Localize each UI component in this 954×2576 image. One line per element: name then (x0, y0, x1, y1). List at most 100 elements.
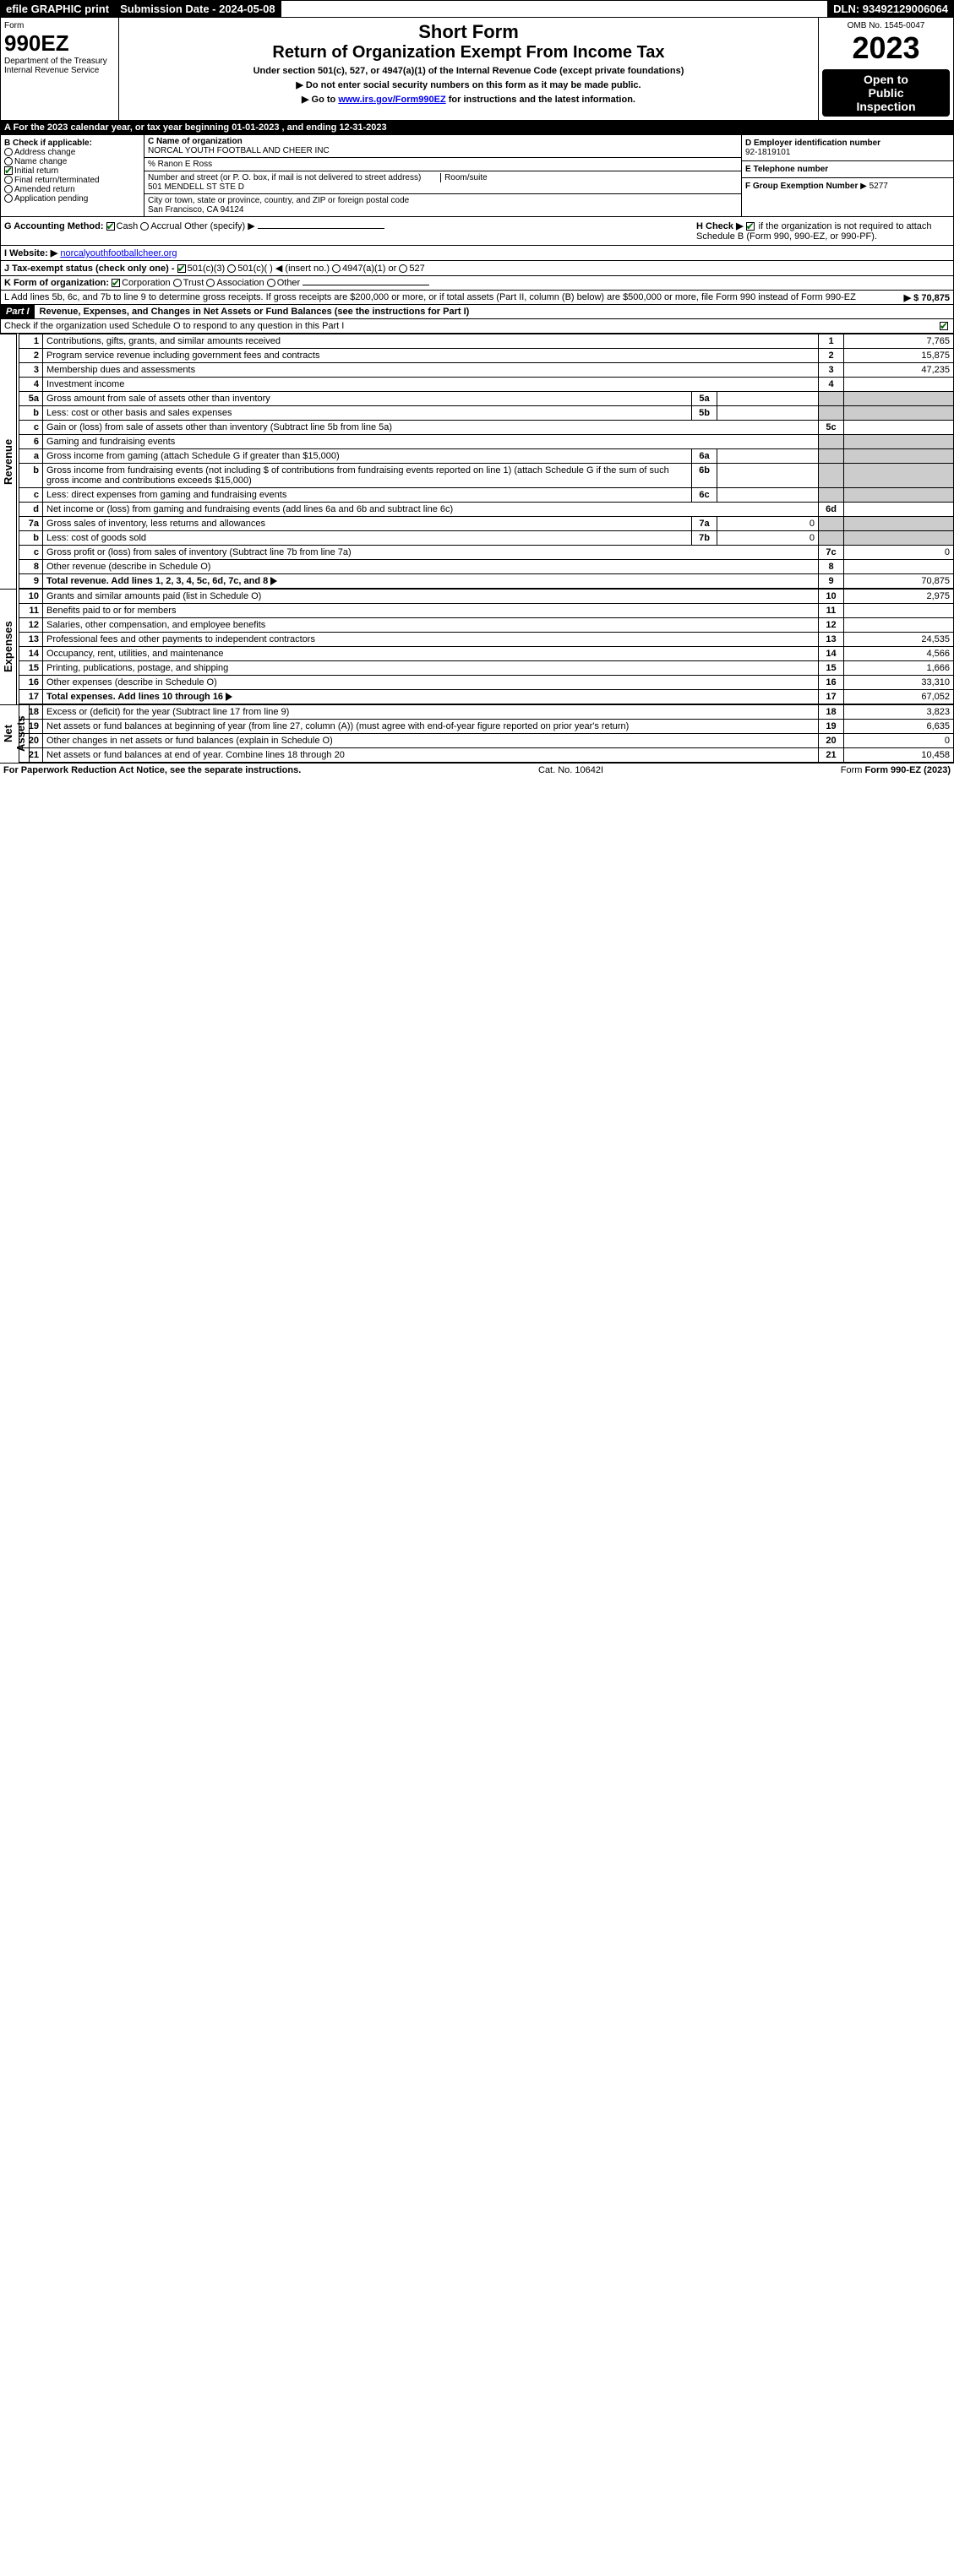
open-public-box: Open to Public Inspection (822, 69, 950, 117)
efile-label: efile GRAPHIC print (1, 1, 115, 17)
topbar-spacer (281, 1, 829, 17)
row-16: 16Other expenses (describe in Schedule O… (19, 676, 954, 690)
c-label: C Name of organization (148, 137, 243, 146)
chk-name[interactable]: Name change (4, 157, 140, 166)
title-main: Return of Organization Exempt From Incom… (126, 43, 811, 62)
tax-year: 2023 (822, 30, 950, 66)
row-5c: cGain or (loss) from sale of assets othe… (19, 421, 954, 435)
line-h: H Check ▶ if the organization is not req… (696, 220, 950, 242)
chk-other-org[interactable] (267, 279, 275, 287)
row-6d: dNet income or (loss) from gaming and fu… (19, 503, 954, 517)
chk-schedule-o[interactable] (940, 322, 948, 330)
e-label: E Telephone number (745, 165, 828, 174)
form-word: Form (4, 21, 115, 30)
row-17: 17Total expenses. Add lines 10 through 1… (19, 690, 954, 704)
box-b-title: B Check if applicable: (4, 139, 140, 148)
line-gh: G Accounting Method: Cash Accrual Other … (0, 217, 954, 246)
header-left: Form 990EZ Department of the Treasury In… (1, 18, 119, 120)
header-right: OMB No. 1545-0047 2023 Open to Public In… (818, 18, 953, 120)
row-15: 15Printing, publications, postage, and s… (19, 661, 954, 676)
top-bar: efile GRAPHIC print Submission Date - 20… (0, 0, 954, 18)
chk-501c[interactable] (227, 264, 236, 273)
chk-h[interactable] (746, 222, 755, 231)
irs-link[interactable]: www.irs.gov/Form990EZ (338, 95, 445, 105)
g-label: G Accounting Method: (4, 221, 104, 231)
chk-corp[interactable] (112, 279, 120, 287)
submission-date: Submission Date - 2024-05-08 (115, 1, 281, 17)
row-20: 20Other changes in net assets or fund ba… (19, 734, 954, 748)
open-l3: Inspection (826, 100, 946, 113)
vlabel-revenue: Revenue (0, 334, 17, 589)
box-b: B Check if applicable: Address change Na… (1, 135, 144, 216)
line-k: K Form of organization: Corporation Trus… (0, 276, 954, 291)
website-link[interactable]: norcalyouthfootballcheer.org (60, 248, 177, 258)
row-6b: bGross income from fundraising events (n… (19, 464, 954, 488)
ein-value: 92-1819101 (745, 148, 790, 157)
footer-mid: Cat. No. 10642I (538, 765, 603, 775)
part1-checknote: Check if the organization used Schedule … (0, 319, 954, 334)
city-label: City or town, state or province, country… (148, 196, 409, 205)
line-i: I Website: ▶ norcalyouthfootballcheer.or… (0, 246, 954, 261)
vlabel-netassets: Net Assets (0, 704, 30, 763)
chk-trust[interactable] (173, 279, 182, 287)
other-specify-line (258, 228, 384, 229)
part1-check-text: Check if the organization used Schedule … (4, 321, 344, 331)
chk-pending[interactable]: Application pending (4, 194, 140, 204)
h-label: H Check ▶ (696, 221, 744, 231)
form-header: Form 990EZ Department of the Treasury In… (0, 18, 954, 121)
triangle-icon (226, 693, 232, 701)
chk-4947[interactable] (332, 264, 341, 273)
row-18: 18Excess or (deficit) for the year (Subt… (19, 705, 954, 720)
chk-527[interactable] (399, 264, 407, 273)
org-name: NORCAL YOUTH FOOTBALL AND CHEER INC (148, 146, 330, 155)
note-goto: ▶ Go to www.irs.gov/Form990EZ for instru… (126, 94, 811, 105)
row-13: 13Professional fees and other payments t… (19, 633, 954, 647)
row-5b: bLess: cost or other basis and sales exp… (19, 406, 954, 421)
open-l1: Open to (826, 73, 946, 86)
page-footer: For Paperwork Reduction Act Notice, see … (0, 763, 954, 777)
open-l2: Public (826, 86, 946, 100)
revenue-section: Revenue 1Contributions, gifts, grants, a… (0, 334, 954, 589)
chk-accrual[interactable] (140, 222, 149, 231)
row-8: 8Other revenue (describe in Schedule O)8 (19, 560, 954, 574)
netassets-section: Net Assets 18Excess or (deficit) for the… (0, 704, 954, 763)
room-label: Room/suite (440, 173, 488, 182)
l-amount: ▶ $ 70,875 (904, 292, 950, 303)
info-grid: B Check if applicable: Address change Na… (0, 135, 954, 217)
chk-cash[interactable] (106, 222, 115, 231)
box-c: C Name of organization NORCAL YOUTH FOOT… (144, 135, 742, 216)
netassets-table: 18Excess or (deficit) for the year (Subt… (19, 704, 954, 763)
subtitle: Under section 501(c), 527, or 4947(a)(1)… (126, 66, 811, 76)
note-ssn: ▶ Do not enter social security numbers o… (126, 79, 811, 90)
chk-address[interactable]: Address change (4, 148, 140, 157)
row-7a: 7aGross sales of inventory, less returns… (19, 517, 954, 531)
g-other: Other (specify) ▶ (184, 221, 255, 231)
chk-amended[interactable]: Amended return (4, 185, 140, 194)
note2-pre: ▶ Go to (302, 95, 338, 105)
row-21: 21Net assets or fund balances at end of … (19, 748, 954, 763)
group-exempt-value: ▶ 5277 (860, 182, 888, 191)
row-7b: bLess: cost of goods sold7b0 (19, 531, 954, 546)
d-label: D Employer identification number (745, 139, 880, 148)
vlabel-expenses: Expenses (0, 589, 17, 704)
chk-501c3[interactable] (177, 264, 186, 273)
row-19: 19Net assets or fund balances at beginni… (19, 720, 954, 734)
chk-assoc[interactable] (206, 279, 215, 287)
part1-title: Revenue, Expenses, and Changes in Net As… (35, 307, 470, 317)
part1-label: Part I (1, 305, 35, 318)
k-label: K Form of organization: (4, 278, 109, 288)
omb-number: OMB No. 1545-0047 (822, 21, 950, 30)
f-label: F Group Exemption Number (745, 182, 858, 191)
i-label: I Website: ▶ (4, 248, 57, 258)
revenue-table: 1Contributions, gifts, grants, and simil… (19, 334, 954, 589)
line-l: L Add lines 5b, 6c, and 7b to line 9 to … (0, 291, 954, 305)
row-14: 14Occupancy, rent, utilities, and mainte… (19, 647, 954, 661)
row-1: 1Contributions, gifts, grants, and simil… (19, 334, 954, 349)
part1-header-row: Part I Revenue, Expenses, and Changes in… (0, 305, 954, 319)
row-2: 2Program service revenue including gover… (19, 349, 954, 363)
row-7c: cGross profit or (loss) from sales of in… (19, 546, 954, 560)
street-value: 501 MENDELL ST STE D (148, 182, 244, 192)
footer-left: For Paperwork Reduction Act Notice, see … (3, 765, 301, 775)
chk-initial[interactable]: Initial return (4, 166, 140, 176)
chk-final[interactable]: Final return/terminated (4, 176, 140, 185)
